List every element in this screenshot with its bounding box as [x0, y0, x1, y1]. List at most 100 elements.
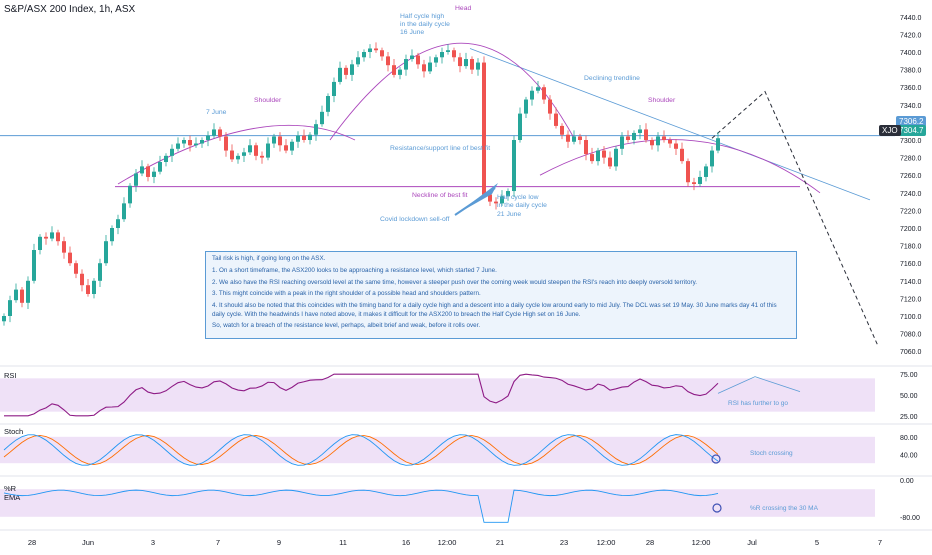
- y-tick-label: 7220.0: [900, 208, 922, 215]
- candle-body: [398, 69, 402, 75]
- x-tick-label: 11: [339, 538, 347, 547]
- candle-body: [38, 236, 42, 250]
- candle-body: [122, 203, 126, 220]
- rsi-projection: [717, 376, 801, 394]
- wr-subtitle: EMA: [4, 493, 20, 502]
- x-tick-label: 28: [646, 538, 654, 547]
- rsi-band: [0, 378, 875, 412]
- stoch-band: [0, 436, 875, 464]
- right-shoulder-arc: [539, 139, 821, 194]
- candle-body: [602, 150, 606, 158]
- candle-body: [152, 171, 156, 177]
- head-arc: [329, 42, 576, 141]
- candle-body: [686, 161, 690, 183]
- x-tick-label: 5: [815, 538, 819, 547]
- candle-body: [308, 134, 312, 140]
- candle-body: [500, 196, 504, 204]
- x-tick-label: 23: [560, 538, 568, 547]
- candle-body: [458, 57, 462, 67]
- candle-body: [242, 152, 246, 156]
- candle-body: [74, 263, 78, 274]
- candle-body: [680, 148, 684, 162]
- candle-body: [434, 57, 438, 63]
- candle-body: [422, 64, 426, 72]
- candle-body: [668, 140, 672, 144]
- candle-body: [86, 285, 90, 294]
- note-paragraph: 3. This might coincide with a peak in th…: [212, 290, 481, 298]
- candle-body: [440, 52, 444, 58]
- candle-body: [146, 166, 150, 177]
- candle-body: [326, 96, 330, 112]
- candle-body: [2, 316, 6, 322]
- candle-body: [344, 67, 348, 75]
- y-tick-label: 7060.0: [900, 349, 922, 356]
- y-tick-label: 7440.0: [900, 15, 922, 22]
- current-price-tag: 7306.2: [896, 116, 927, 127]
- chart-title: S&P/ASX 200 Index, 1h, ASX: [4, 4, 136, 15]
- x-tick-label: Jun: [82, 538, 94, 547]
- candle-body: [608, 157, 612, 167]
- candle-body: [632, 132, 636, 140]
- candle-body: [566, 134, 570, 142]
- wr-cross-marker: [712, 503, 722, 513]
- x-tick-label: 16: [402, 538, 410, 547]
- candle-body: [182, 140, 186, 144]
- candle-body: [20, 289, 24, 303]
- wr-title: %R: [4, 484, 17, 493]
- note-paragraph: So, watch for a breach of the resistance…: [212, 322, 481, 330]
- declining-trendline: [469, 48, 871, 201]
- candle-body: [698, 176, 702, 184]
- annotation-label: 7 June: [206, 109, 227, 116]
- candle-body: [296, 135, 300, 142]
- wr-band: [0, 489, 875, 517]
- annotation-label: Shoulder: [254, 97, 282, 104]
- x-tick-label: Jul: [747, 538, 757, 547]
- rsi-tick: 25.00: [900, 414, 918, 421]
- note-paragraph: 2. We also have the RSI reaching oversol…: [212, 278, 698, 286]
- candle-body: [590, 154, 594, 162]
- wr-line: [3, 489, 719, 523]
- candle-body: [134, 173, 138, 186]
- candle-body: [176, 143, 180, 149]
- candle-body: [620, 136, 624, 149]
- candle-body: [92, 280, 96, 294]
- candle-body: [662, 136, 666, 140]
- candle-body: [596, 150, 600, 162]
- candle-body: [62, 241, 66, 253]
- x-tick-label: 12:00: [438, 538, 457, 547]
- candle-body: [278, 136, 282, 146]
- candle-body: [158, 162, 162, 172]
- stoch-cross-marker: [711, 454, 721, 464]
- candle-body: [584, 140, 588, 155]
- candle-body: [98, 263, 102, 281]
- candle-body: [482, 62, 486, 195]
- candle-body: [392, 65, 396, 75]
- candle-body: [236, 155, 240, 160]
- annotation-label: in the daily cycle: [497, 202, 547, 209]
- candle-body: [56, 232, 60, 242]
- candle-body: [170, 148, 174, 156]
- wr-annotation: %R crossing the 30 MA: [750, 505, 819, 512]
- candle-body: [692, 182, 696, 184]
- candle-body: [68, 252, 72, 264]
- candle-body: [536, 87, 540, 91]
- rsi-title: RSI: [4, 371, 17, 380]
- x-tick-label: 12:00: [692, 538, 711, 547]
- candle-body: [428, 62, 432, 72]
- candle-body: [650, 140, 654, 146]
- candle-body: [572, 136, 576, 142]
- candle-body: [206, 135, 210, 140]
- y-tick-label: 7100.0: [900, 314, 922, 321]
- candle-body: [8, 300, 12, 316]
- candle-body: [194, 143, 198, 146]
- stoch-tick: 40.00: [900, 452, 918, 459]
- candle-body: [140, 166, 144, 174]
- x-tick-label: 9: [277, 538, 281, 547]
- y-tick-label: 7400.0: [900, 50, 922, 57]
- y-tick-label: 7420.0: [900, 32, 922, 39]
- stoch-annotation: Stoch crossing: [750, 450, 793, 457]
- candle-body: [404, 59, 408, 70]
- candle-body: [542, 87, 546, 100]
- wr-tick: -80.00: [900, 515, 920, 522]
- x-tick-label: 7: [216, 538, 220, 547]
